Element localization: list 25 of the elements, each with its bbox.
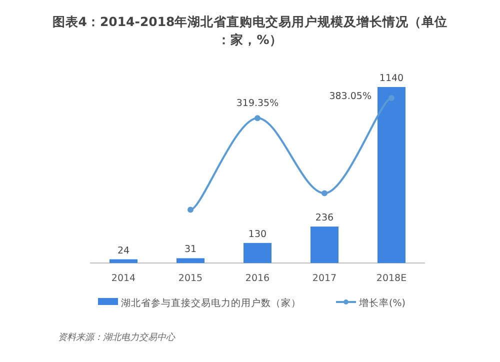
point [188, 206, 194, 213]
bar [378, 87, 406, 263]
bar [244, 242, 272, 263]
data-label: 24 [117, 245, 130, 256]
data-label: 31 [184, 244, 197, 256]
text: 资料来源：湖北电力交易中心 [58, 332, 176, 343]
x-tick-label: 2014 [111, 273, 136, 284]
point [254, 115, 260, 122]
legend-label: 湖北省参与直接交易电力的用户数（家） [121, 297, 301, 309]
x-tick-label: 2016 [245, 273, 270, 284]
point [388, 95, 394, 101]
point [322, 190, 328, 196]
data-label: 236 [315, 212, 334, 224]
data-label: 319.35% [236, 98, 279, 110]
data-label: 383.05% [329, 91, 372, 102]
x-tick-label: 2015 [178, 273, 203, 284]
legend-label: 增长率(%) [358, 297, 406, 309]
bar [110, 259, 138, 263]
chart-title: 图表4：2014-2018年湖北省直购电交易用户规模及增长情况（单位：家，%） [52, 14, 448, 47]
bar [310, 226, 338, 263]
data-label: 1140 [379, 73, 404, 84]
data-label: 130 [248, 228, 267, 240]
bar [176, 258, 204, 263]
x-tick-label: 2017 [312, 273, 337, 284]
x-tick-label: 2018E [376, 273, 407, 284]
